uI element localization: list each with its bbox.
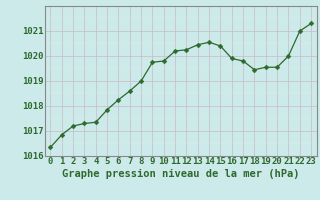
- X-axis label: Graphe pression niveau de la mer (hPa): Graphe pression niveau de la mer (hPa): [62, 169, 300, 179]
